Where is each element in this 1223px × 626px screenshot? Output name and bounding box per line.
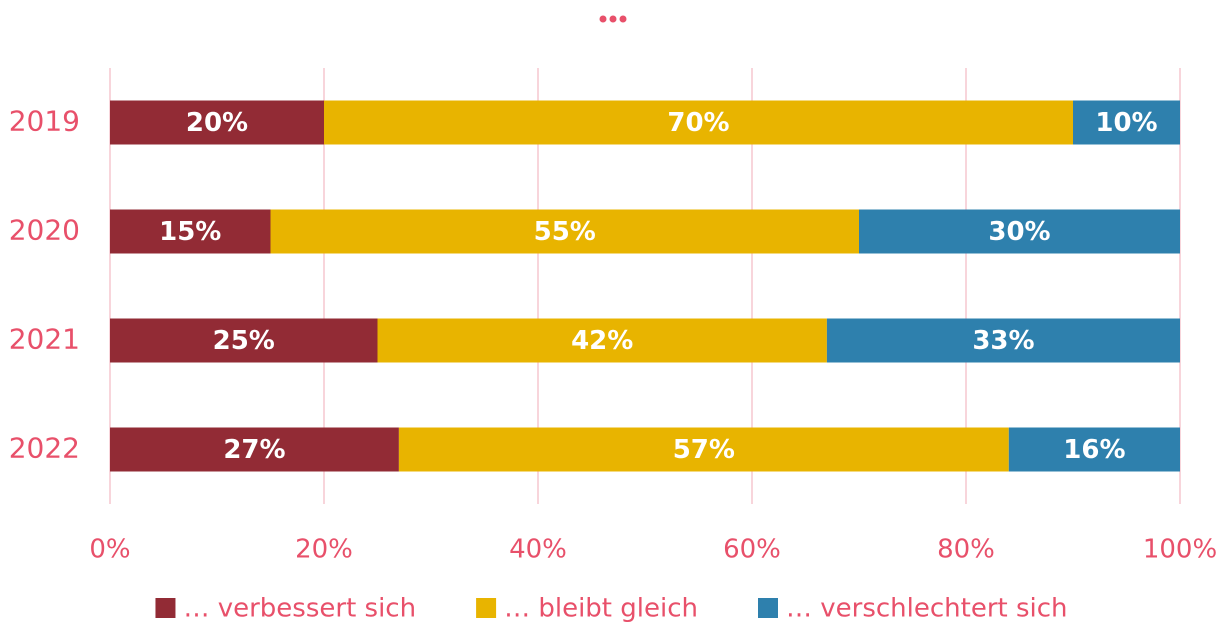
bar (826, 318, 1180, 363)
y-tick-label: 2021 (9, 323, 80, 356)
bar (377, 318, 827, 363)
legend-swatch (155, 598, 176, 618)
bar (398, 427, 1009, 472)
data-label: 70% (667, 108, 729, 138)
x-tick-label: 60% (723, 535, 781, 565)
bar (110, 209, 271, 254)
x-tick-label: 40% (509, 535, 567, 565)
bar (1073, 100, 1180, 145)
bar (110, 100, 324, 145)
data-label: 25% (213, 326, 275, 356)
data-label: 16% (1063, 435, 1125, 465)
data-label: 55% (534, 217, 596, 247)
legend-label: … verbessert sich (183, 594, 416, 624)
data-label: 30% (988, 217, 1050, 247)
data-label: 20% (186, 108, 248, 138)
bar (110, 318, 378, 363)
data-label: 42% (571, 326, 633, 356)
y-tick-label: 2019 (9, 105, 80, 138)
data-label: 57% (673, 435, 735, 465)
legend-swatch (758, 598, 778, 618)
bar (110, 427, 399, 472)
menu-dots[interactable] (599, 15, 627, 23)
x-tick-label: 20% (295, 535, 353, 565)
x-tick-label: 100% (1143, 535, 1217, 565)
data-label: 10% (1095, 108, 1157, 138)
bar (1008, 427, 1180, 472)
x-tick-label: 0% (89, 535, 130, 565)
legend-swatch (476, 598, 497, 618)
y-tick-label: 2020 (9, 214, 80, 247)
data-label: 27% (223, 435, 285, 465)
bar (270, 209, 859, 254)
data-label: 15% (159, 217, 221, 247)
y-tick-label: 2022 (9, 432, 80, 465)
legend-label: … bleibt gleich (504, 594, 698, 624)
bar (859, 209, 1180, 254)
bar (324, 100, 1073, 145)
data-label: 33% (972, 326, 1034, 356)
legend-label: … verschlechtert sich (786, 594, 1068, 624)
x-tick-label: 80% (937, 535, 995, 565)
